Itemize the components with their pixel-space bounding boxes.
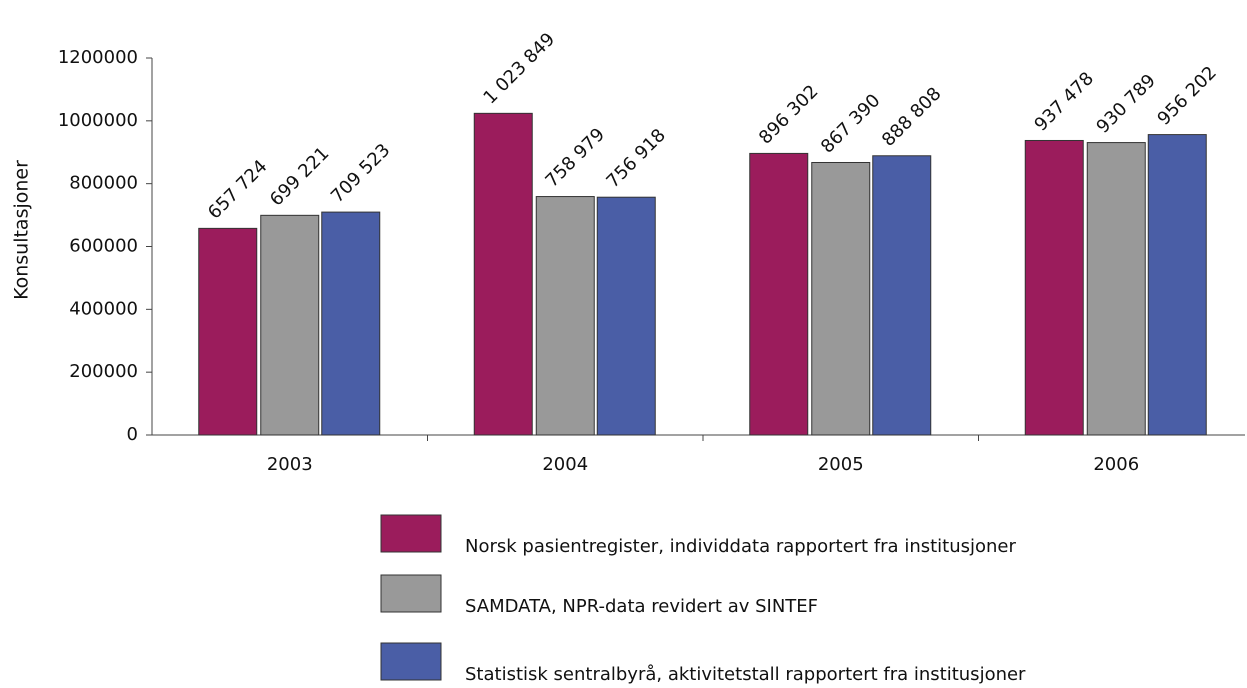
x-tick-label: 2003: [267, 454, 313, 475]
bar: [1024, 139, 1084, 436]
value-label: 699 221: [266, 143, 333, 210]
legend-label: Statistisk sentralbyrå, aktivitetstall r…: [465, 664, 1026, 685]
y-tick-label: 400000: [69, 298, 138, 319]
value-label: 756 918: [602, 125, 669, 192]
value-label: 956 202: [1153, 62, 1220, 129]
value-label: 937 478: [1030, 68, 1097, 135]
y-tick-label: 0: [127, 424, 138, 445]
bar: [535, 196, 595, 436]
value-label: 930 789: [1092, 70, 1159, 137]
y-tick-label: 1000000: [58, 110, 138, 131]
legend-swatch: [380, 642, 442, 681]
y-tick-label: 600000: [69, 236, 138, 257]
bar: [1147, 134, 1207, 436]
value-label: 758 979: [541, 124, 608, 191]
bar: [260, 214, 320, 436]
bar: [1086, 142, 1146, 436]
bar: [749, 152, 809, 436]
bar: [198, 227, 258, 436]
bar: [321, 211, 381, 436]
legend-label: SAMDATA, NPR-data revidert av SINTEF: [465, 596, 818, 617]
bar: [596, 196, 656, 436]
value-label: 888 808: [878, 83, 945, 150]
value-label: 709 523: [327, 140, 394, 207]
x-tick-label: 2006: [1093, 454, 1139, 475]
y-tick-label: 1200000: [58, 47, 138, 68]
x-tick-label: 2005: [818, 454, 864, 475]
legend-swatch: [380, 574, 442, 613]
value-label: 657 724: [204, 156, 271, 223]
value-label: 867 390: [817, 90, 884, 157]
legend-swatch: [380, 514, 442, 553]
x-tick-label: 2004: [542, 454, 588, 475]
y-tick-label: 200000: [69, 361, 138, 382]
bar: [473, 112, 533, 436]
legend-label: Norsk pasientregister, individdata rappo…: [465, 536, 1016, 557]
value-label: 1 023 849: [479, 29, 559, 109]
y-axis-title: Konsultasjoner: [11, 160, 33, 300]
value-label: 896 302: [755, 81, 822, 148]
y-tick-label: 800000: [69, 173, 138, 194]
bar: [872, 155, 932, 436]
bar: [811, 161, 871, 436]
